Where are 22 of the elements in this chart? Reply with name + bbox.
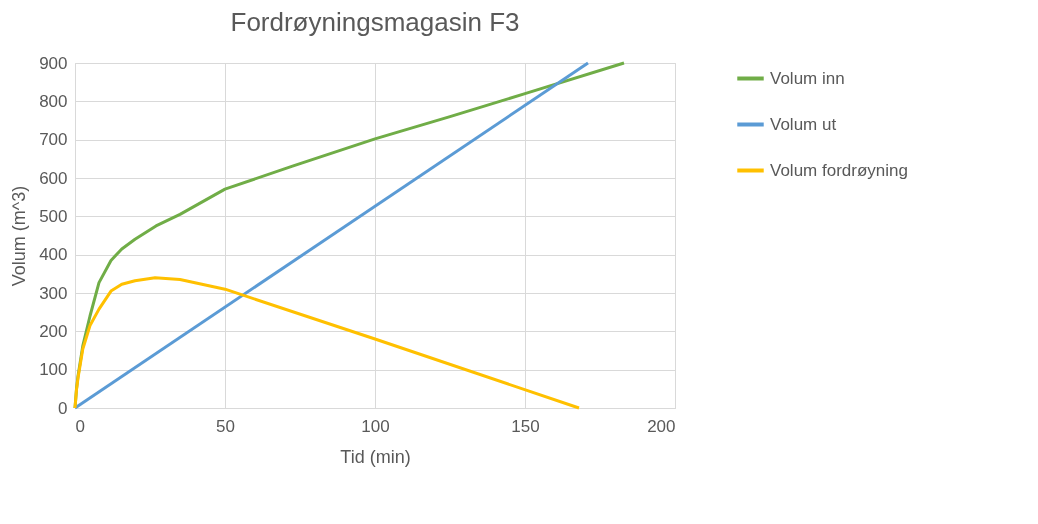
y-tick-label: 500 [39,206,68,226]
legend-label: Volum ut [770,114,837,134]
y-tick-label: 0 [58,398,68,418]
x-tick-label: 150 [511,416,540,436]
legend-label: Volum fordrøyning [770,160,908,180]
y-tick-label: 300 [39,283,68,303]
chart-title: Fordrøyningsmagasin F3 [230,7,520,37]
y-tick-label: 700 [39,130,68,150]
y-tick-label: 800 [39,91,68,111]
x-axis-title: Tid (min) [340,446,411,467]
y-tick-label: 600 [39,168,68,188]
y-tick-label: 100 [39,360,68,380]
line-series [73,276,581,410]
x-tick-label: 0 [75,416,85,436]
y-tick-label: 900 [39,53,68,73]
x-tick-label: 200 [647,416,676,436]
y-tick-label: 400 [39,245,68,265]
legend-label: Volum inn [770,68,845,88]
x-tick-label: 100 [361,416,390,436]
y-tick-label: 200 [39,321,68,341]
y-axis-title: Volum (m^3) [9,185,30,287]
x-tick-label: 50 [216,416,235,436]
